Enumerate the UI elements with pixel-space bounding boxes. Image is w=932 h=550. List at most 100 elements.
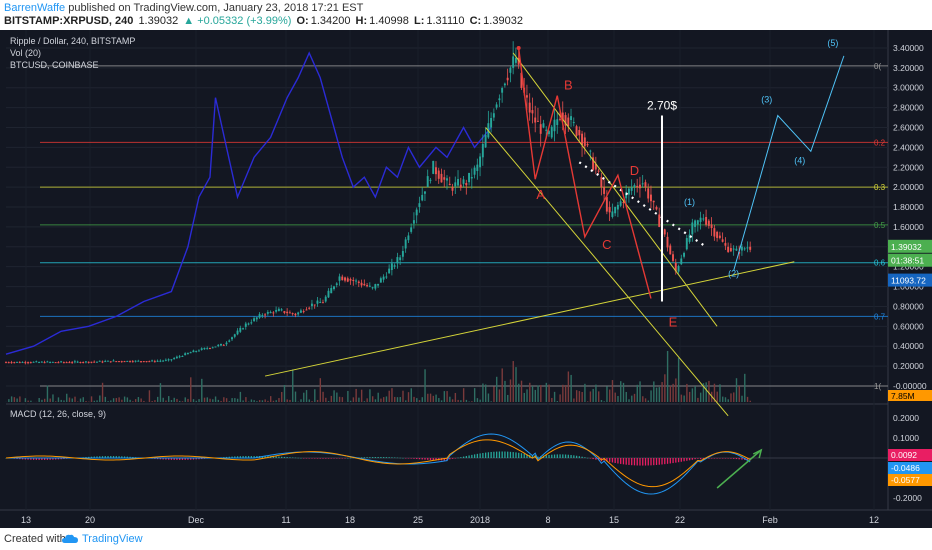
tradingview-brand-link[interactable]: TradingView <box>82 533 143 545</box>
macd-histogram-bar <box>88 456 90 458</box>
footer: Created with TradingView <box>0 528 932 550</box>
macd-histogram-bar <box>691 458 694 460</box>
candle-body <box>498 98 501 101</box>
macd-histogram-bar <box>57 458 60 460</box>
volume-bar <box>281 391 283 402</box>
candle-body <box>338 276 341 281</box>
main-legend: Ripple / Dollar, 240, BITSTAMP <box>10 36 136 46</box>
volume-bar <box>562 384 564 402</box>
macd-histogram-bar <box>713 458 716 459</box>
candle-body <box>710 224 713 229</box>
macd-histogram-bar <box>380 457 382 458</box>
candle-body <box>173 358 176 360</box>
volume-bar <box>405 400 407 402</box>
macd-histogram-bar <box>60 458 62 460</box>
volume-bar <box>143 400 145 402</box>
volume-bar <box>41 399 43 402</box>
volume-bar <box>661 382 663 402</box>
candle-body <box>189 352 192 354</box>
candle-body <box>536 120 539 122</box>
candle-body <box>702 218 705 220</box>
candle-body <box>264 314 267 316</box>
volume-bar <box>418 400 421 402</box>
macd-histogram-bar <box>418 458 421 460</box>
macd-histogram-bar <box>509 451 512 458</box>
falling-channel-bottom <box>485 127 729 417</box>
macd-histogram-bar <box>647 458 649 466</box>
chart-area[interactable]: 3.40000 3.20000 3.00000 2.80000 2.60000 2.400… <box>0 30 932 528</box>
candle-body <box>674 262 677 272</box>
macd-histogram-bar <box>669 458 671 464</box>
volume-bar <box>256 401 258 402</box>
macd-histogram-bar <box>316 458 319 459</box>
volume-bar <box>644 398 647 402</box>
histogram-value-tag: -0.0577 <box>891 475 920 485</box>
candle-body <box>313 304 316 306</box>
macd-histogram-bar <box>338 458 341 459</box>
volume-bar <box>286 399 288 402</box>
candle-body <box>269 311 272 314</box>
candle-body <box>603 187 606 194</box>
volume-bar <box>744 373 746 402</box>
volume-bar <box>705 382 707 402</box>
candle-body <box>90 361 93 363</box>
macd-histogram-bar <box>179 458 181 460</box>
macd-histogram-bar <box>733 458 735 459</box>
macd-histogram-bar <box>43 458 46 460</box>
price-chart[interactable]: 3.40000 3.20000 3.00000 2.80000 2.60000 2.400… <box>0 30 932 528</box>
volume-bar <box>289 399 291 402</box>
candle-body <box>716 231 719 238</box>
macd-histogram-bar <box>680 458 682 462</box>
macd-histogram-bar <box>523 453 525 458</box>
candle-body <box>21 362 24 364</box>
macd-value-tag-bg <box>888 449 932 461</box>
candle-body <box>206 348 209 350</box>
volume-bar <box>19 396 21 402</box>
macd-histogram-bar <box>159 458 162 460</box>
time-tick-label: 2018 <box>470 515 490 525</box>
volume-bar <box>107 401 109 402</box>
volume-bar <box>551 397 553 402</box>
macd-histogram-bar <box>603 458 605 461</box>
volume-bar <box>112 398 115 402</box>
volume-bar <box>13 397 16 402</box>
volume-bar <box>487 393 490 402</box>
volume-bar <box>691 388 694 402</box>
candle-body <box>688 234 691 242</box>
volume-bar <box>214 396 217 402</box>
volume-bar <box>484 384 487 402</box>
macd-legend: MACD (12, 26, close, 9) <box>10 409 107 419</box>
volume-bar <box>664 374 666 402</box>
volume-bar <box>479 399 481 402</box>
candle-body <box>73 361 76 363</box>
macd-histogram-bar <box>460 457 462 458</box>
candle-body <box>669 245 672 255</box>
volume-bar <box>10 396 13 402</box>
macd-tick-label: 0.1000 <box>893 433 919 443</box>
wave-label: (2) <box>728 269 739 279</box>
candle-body <box>724 243 727 246</box>
candle-body <box>509 67 512 73</box>
candle-body <box>291 313 294 315</box>
macd-histogram-bar <box>465 455 467 458</box>
volume-bar <box>217 399 220 402</box>
candle-body <box>62 362 65 364</box>
candle-body <box>54 362 57 364</box>
candle-body <box>275 309 278 312</box>
candle-body <box>222 344 225 346</box>
candle-body <box>5 362 7 364</box>
macd-histogram-bar <box>181 458 184 460</box>
macd-histogram-bar <box>388 457 390 458</box>
symbol-label: BITSTAMP:XRPUSD, 240 <box>4 15 134 27</box>
wave-start-marker <box>516 45 521 50</box>
volume-bar <box>669 385 672 402</box>
volume-bar <box>55 401 57 402</box>
rising-trendline <box>264 261 795 377</box>
volume-bar <box>531 386 534 402</box>
candle-body <box>570 116 572 121</box>
volume-bar <box>16 398 18 402</box>
candle-body <box>330 288 333 294</box>
macd-histogram-bar <box>413 458 415 459</box>
author-link[interactable]: BarrenWaffe <box>4 2 66 14</box>
candle-body <box>162 360 165 362</box>
